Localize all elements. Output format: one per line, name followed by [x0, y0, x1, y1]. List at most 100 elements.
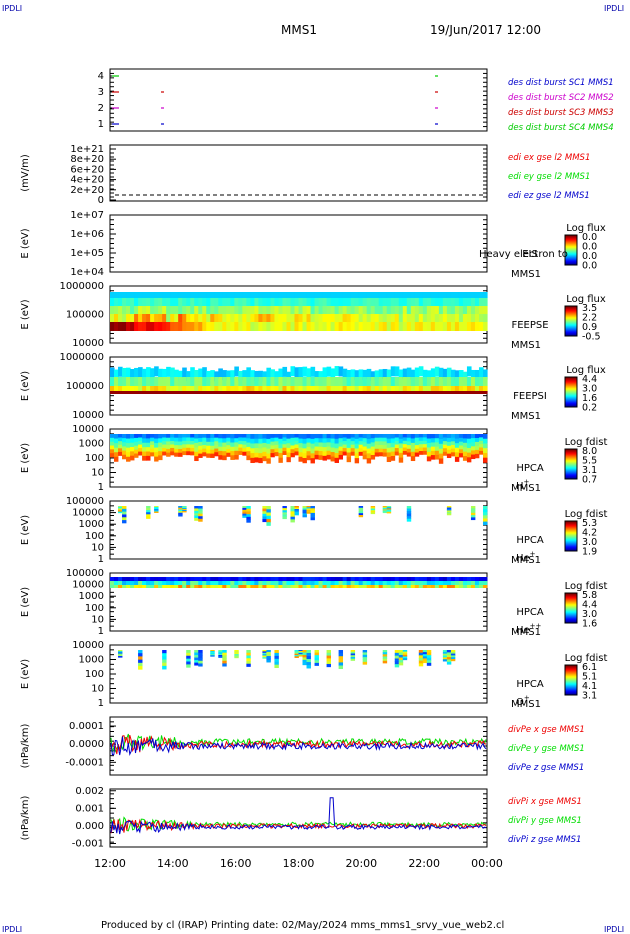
hpca-he-panel-mission-label: MMS1	[511, 555, 541, 566]
hpca-h-pixel	[178, 437, 183, 442]
feeps-ion-pixel	[478, 377, 484, 386]
feeps-electron-pixel	[322, 306, 328, 314]
feeps-electron-pixel	[470, 314, 476, 322]
feeps-ion-pixel	[462, 391, 468, 394]
hpca-h-pixel	[474, 445, 480, 451]
feeps-ion-pixel	[234, 386, 239, 391]
feeps-electron-pixel	[362, 292, 368, 298]
eis-panel-colorbar-tick: 0.0	[582, 232, 597, 243]
hpca-h-pixel	[342, 441, 348, 445]
hpca-o-pixel	[274, 652, 279, 657]
divpi-panel-ylabel: (nPa/km)	[20, 796, 31, 841]
hpca-hepp-pixel	[466, 581, 472, 585]
hpca-h-pixel	[414, 434, 420, 439]
feeps-electron-pixel	[206, 314, 211, 322]
feeps-ion-pixel	[130, 368, 135, 379]
hpca-hepp-pixel	[110, 581, 115, 585]
feeps-electron-pixel	[394, 306, 400, 314]
feeps-ion-panel-colorbar-cell	[565, 393, 577, 395]
feeps-ion-panel-colorbar-cell	[565, 396, 577, 398]
hpca-o-pixel	[442, 659, 448, 662]
feeps-electron-pixel	[158, 292, 163, 298]
feeps-electron-pixel	[170, 314, 175, 322]
hpca-o-pixel	[442, 651, 448, 655]
hpca-he-pixel	[198, 508, 203, 512]
feeps-electron-pixel	[330, 292, 336, 298]
feeps-electron-pixel	[222, 298, 227, 306]
feeps-electron-pixel	[166, 306, 171, 314]
hpca-o-pixel	[234, 650, 239, 652]
feeps-ion-pixel	[170, 391, 175, 394]
hpca-he-pixel	[470, 506, 476, 509]
feeps-ion-pixel	[138, 391, 143, 394]
feeps-ion-pixel	[138, 377, 143, 386]
feeps-electron-pixel	[462, 306, 468, 314]
hpca-o-pixel	[402, 656, 408, 659]
feeps-electron-pixel	[398, 322, 404, 331]
feeps-ion-pixel	[462, 377, 468, 386]
feeps-ion-pixel	[210, 391, 215, 394]
feeps-ion-pixel	[338, 391, 344, 394]
hpca-o-pixel	[262, 650, 267, 652]
feeps-electron-pixel	[430, 298, 436, 306]
feeps-ion-pixel	[138, 367, 143, 378]
hpca-o-pixel	[418, 655, 424, 659]
hpca-h-pixel	[298, 456, 303, 462]
feeps-ion-panel-colorbar-cell	[565, 379, 577, 381]
feeps-ion-pixel	[434, 386, 440, 391]
feeps-ion-pixel	[142, 386, 147, 391]
hpca-o-pixel	[274, 650, 279, 654]
feeps-ion-panel-colorbar-cell	[565, 387, 577, 389]
feeps-electron-pixel	[306, 306, 312, 314]
feeps-ion-pixel	[418, 366, 424, 377]
hpca-o-panel-colorbar-cell	[565, 685, 577, 687]
feeps-ion-pixel	[222, 377, 227, 386]
hpca-hepp-pixel	[414, 585, 420, 588]
feeps-electron-pixel	[246, 322, 251, 331]
hpca-h-pixel	[314, 442, 319, 447]
hpca-o-pixel	[118, 654, 123, 657]
feeps-electron-pixel	[350, 306, 356, 314]
hpca-hepp-pixel	[282, 585, 287, 588]
hpca-o-pixel	[294, 656, 299, 658]
hpca-o-pixel	[222, 658, 227, 662]
feeps-electron-pixel	[382, 292, 388, 298]
feeps-electron-pixel	[294, 322, 300, 331]
hpca-hepp-pixel	[310, 581, 315, 585]
hpca-hepp-pixel	[454, 577, 460, 581]
hpca-hepp-pixel	[482, 581, 488, 585]
hpca-h-pixel	[378, 434, 384, 439]
hpca-o-pixel	[350, 651, 356, 654]
hpca-he-pixel	[382, 508, 388, 510]
feeps-electron-pixel	[398, 292, 404, 298]
hpca-h-pixel	[166, 434, 171, 439]
feeps-electron-pixel	[278, 306, 284, 314]
hpca-h-pixel	[270, 445, 275, 450]
hpca-h-pixel	[222, 455, 227, 461]
hpca-h-pixel	[242, 448, 247, 453]
divpi-panel-series-line	[110, 816, 487, 832]
hpca-hepp-pixel	[406, 581, 412, 585]
hpca-h-pixel	[382, 437, 388, 442]
hpca-h-pixel	[110, 441, 115, 446]
time-axis-tick-label: 18:00	[283, 857, 315, 870]
hpca-he-pixel	[358, 507, 364, 511]
eis-panel-colorbar-cell	[565, 236, 577, 238]
hpca-h-pixel	[358, 444, 364, 449]
feeps-electron-pixel	[270, 298, 276, 306]
hpca-hepp-panel-colorbar-cell	[565, 593, 577, 595]
eis-panel-colorbar-cell	[565, 238, 577, 240]
hpca-o-pixel	[422, 652, 428, 655]
feeps-electron-pixel	[286, 298, 292, 306]
hpca-he-panel-colorbar-cell	[565, 548, 577, 550]
hpca-h-pixel	[294, 451, 299, 456]
feeps-ion-panel-ylabel: E (eV)	[20, 371, 31, 401]
hpca-h-pixel	[150, 445, 155, 450]
hpca-h-panel-ytick: 10	[91, 468, 104, 479]
hpca-h-pixel	[142, 451, 147, 457]
feeps-electron-pixel	[374, 298, 380, 306]
feeps-electron-pixel	[398, 298, 404, 306]
feeps-electron-pixel	[410, 298, 416, 306]
hpca-he-pixel	[370, 512, 376, 515]
feeps-electron-pixel	[230, 298, 235, 306]
